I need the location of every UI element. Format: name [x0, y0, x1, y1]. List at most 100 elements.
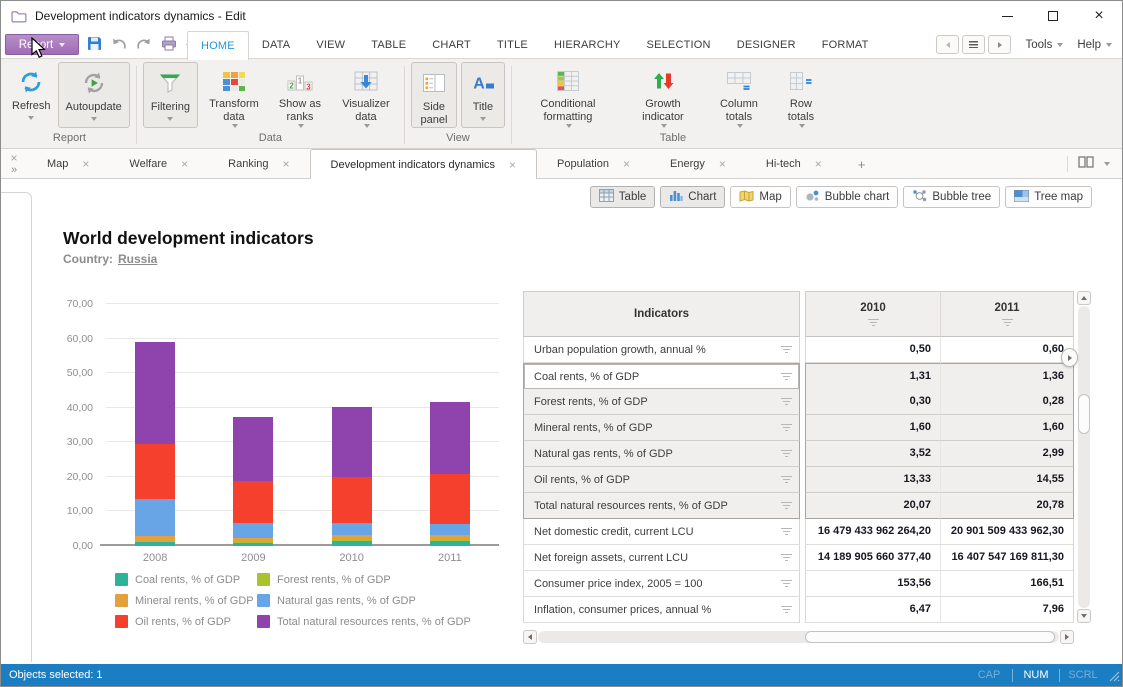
bar-segment[interactable]: [331, 476, 372, 523]
filter-icon[interactable]: [781, 501, 792, 510]
row-totals-button[interactable]: Row totals: [772, 62, 830, 128]
help-menu[interactable]: Help: [1077, 39, 1112, 51]
panel-expander-button[interactable]: [1061, 348, 1078, 367]
view-bubble-tree-button[interactable]: Bubble tree: [903, 186, 1001, 208]
tab-format[interactable]: FORMAT: [821, 38, 869, 51]
tab-chart[interactable]: CHART: [432, 38, 471, 51]
table-row[interactable]: Net foreign assets, current LCU 14 189 9…: [523, 545, 1074, 571]
tab-close-icon[interactable]: ×: [508, 157, 516, 172]
tools-menu[interactable]: Tools: [1025, 39, 1064, 51]
maximize-button[interactable]: [1030, 1, 1076, 31]
scroll-left-button[interactable]: [523, 630, 537, 644]
view-bubble-chart-button[interactable]: Bubble chart: [795, 186, 899, 208]
sheet-tab-ranking[interactable]: Ranking ×: [208, 149, 309, 179]
redo-button[interactable]: [136, 37, 152, 56]
bar-segment[interactable]: [331, 541, 372, 546]
scroll-track[interactable]: [1078, 306, 1090, 608]
table-row[interactable]: Mineral rents, % of GDP 1,60 1,60: [523, 415, 1074, 441]
tab-close-icon[interactable]: ×: [282, 157, 290, 171]
bar-segment[interactable]: [331, 540, 372, 542]
save-button[interactable]: [87, 36, 102, 56]
refresh-button[interactable]: Refresh: [7, 62, 56, 128]
sheet-tab-map[interactable]: Map ×: [27, 149, 109, 179]
tab-home[interactable]: HOME: [187, 31, 249, 60]
chevron-down-icon[interactable]: [1104, 161, 1110, 166]
scroll-right-button[interactable]: [1060, 630, 1074, 644]
tab-designer[interactable]: DESIGNER: [736, 38, 796, 51]
cell-2010[interactable]: 6,47: [805, 597, 940, 623]
scroll-track[interactable]: [538, 631, 1059, 643]
filtering-button[interactable]: Filtering: [142, 62, 198, 128]
tab-view[interactable]: VIEW: [316, 38, 346, 51]
bar-segment[interactable]: [233, 481, 274, 524]
bar-segment[interactable]: [135, 498, 176, 536]
column-totals-button[interactable]: Column totals: [706, 62, 772, 128]
bar-segment[interactable]: [429, 541, 470, 546]
cell-2010[interactable]: 14 189 905 660 377,40: [805, 545, 940, 571]
view-chart-button[interactable]: Chart: [660, 186, 726, 208]
bar-segment[interactable]: [233, 542, 274, 546]
cell-2011[interactable]: 20,78: [940, 493, 1074, 519]
bar-segment[interactable]: [233, 537, 274, 542]
bar-segment[interactable]: [233, 416, 274, 482]
add-sheet-button[interactable]: +: [857, 156, 866, 172]
cell-2010[interactable]: 0,50: [805, 337, 940, 363]
resize-grip-icon[interactable]: [1106, 666, 1122, 684]
bar-segment[interactable]: [135, 540, 176, 542]
collapsed-side-panel[interactable]: [1, 192, 32, 662]
filter-icon[interactable]: [781, 553, 792, 562]
cell-2011[interactable]: 16 407 547 169 811,30: [940, 545, 1074, 571]
bar-segment[interactable]: [135, 535, 176, 541]
cell-2010[interactable]: 1,60: [805, 415, 940, 441]
nav-prev-button[interactable]: [936, 35, 960, 54]
cell-2010[interactable]: 0,30: [805, 389, 940, 415]
sheet-tab-energy[interactable]: Energy ×: [650, 149, 746, 179]
report-menu-button[interactable]: Report: [5, 34, 79, 55]
vertical-scrollbar[interactable]: [1077, 291, 1091, 623]
filter-icon[interactable]: [781, 397, 792, 406]
nav-list-button[interactable]: [962, 35, 986, 54]
cell-2010[interactable]: 3,52: [805, 441, 940, 467]
tab-hierarchy[interactable]: HIERARCHY: [553, 38, 621, 51]
tab-title[interactable]: TITLE: [496, 38, 528, 51]
close-button[interactable]: ×: [1076, 1, 1122, 31]
table-row[interactable]: Natural gas rents, % of GDP 3,52 2,99: [523, 441, 1074, 467]
column-header-2011[interactable]: 2011: [940, 291, 1074, 337]
table-row[interactable]: Total natural resources rents, % of GDP …: [523, 493, 1074, 519]
tab-close-icon[interactable]: ×: [814, 157, 822, 171]
bar-segment[interactable]: [429, 402, 470, 475]
country-link[interactable]: Russia: [118, 252, 158, 266]
print-button[interactable]: [161, 36, 177, 56]
scroll-thumb[interactable]: [1078, 394, 1090, 434]
filter-icon[interactable]: [781, 475, 792, 484]
cell-2010[interactable]: 20,07: [805, 493, 940, 519]
filter-icon[interactable]: [781, 345, 792, 354]
sheet-tab-population[interactable]: Population ×: [537, 149, 650, 179]
horizontal-scrollbar[interactable]: [523, 630, 1074, 644]
cell-2011[interactable]: 0,60: [940, 337, 1074, 363]
undo-button[interactable]: [111, 37, 127, 56]
tab-data[interactable]: DATA: [261, 38, 291, 51]
conditional-formatting-button[interactable]: Conditional formatting: [516, 62, 620, 128]
sheet-tab-welfare[interactable]: Welfare ×: [109, 149, 208, 179]
bar-segment[interactable]: [233, 523, 274, 538]
view-tree-map-button[interactable]: Tree map: [1005, 186, 1092, 208]
tab-close-icon[interactable]: ×: [623, 157, 631, 171]
filter-icon[interactable]: [781, 372, 792, 381]
nav-next-button[interactable]: [988, 35, 1012, 54]
bar-segment[interactable]: [331, 522, 372, 535]
tab-selection[interactable]: SELECTION: [646, 38, 711, 51]
cell-2011[interactable]: 166,51: [940, 571, 1074, 597]
cell-2011[interactable]: 1,36: [940, 363, 1074, 390]
cell-2011[interactable]: 2,99: [940, 441, 1074, 467]
bar-segment[interactable]: [331, 534, 372, 541]
table-row[interactable]: Urban population growth, annual % 0,50 0…: [523, 337, 1074, 363]
title-button[interactable]: A Title: [460, 62, 505, 128]
transform-data-button[interactable]: Transform data: [200, 62, 268, 128]
table-row[interactable]: Inflation, consumer prices, annual % 6,4…: [523, 597, 1074, 623]
bar-segment[interactable]: [429, 474, 470, 525]
split-view-button[interactable]: [1078, 155, 1094, 173]
expand-tabs-icon[interactable]: »: [10, 163, 18, 176]
filter-icon[interactable]: [867, 317, 879, 327]
cell-2010[interactable]: 1,31: [805, 363, 940, 390]
